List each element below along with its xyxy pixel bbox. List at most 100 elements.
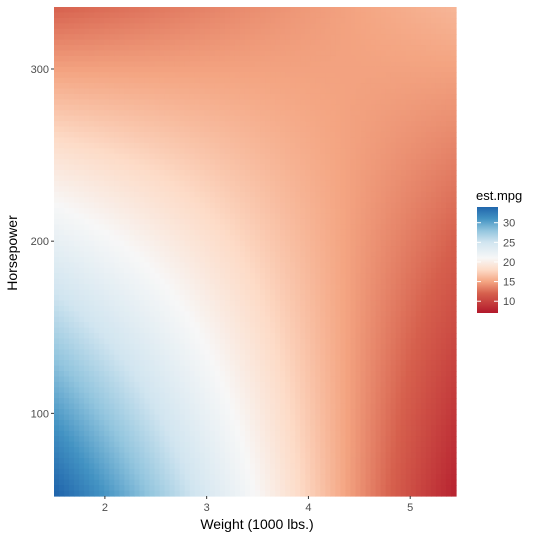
heatmap-cell	[164, 316, 171, 323]
heatmap-cell	[260, 354, 266, 361]
heatmap-cell	[234, 343, 241, 350]
heatmap-cell	[109, 474, 115, 481]
heatmap-cell	[285, 218, 291, 225]
heatmap-cell	[109, 256, 115, 263]
heatmap-cell	[214, 262, 221, 269]
heatmap-cell	[149, 327, 156, 334]
heatmap-cell	[255, 463, 261, 470]
heatmap-cell	[330, 45, 337, 52]
heatmap-cell	[89, 490, 95, 497]
heatmap-cell	[144, 327, 151, 334]
heatmap-cell	[199, 17, 206, 24]
heatmap-cell	[239, 197, 246, 204]
heatmap-cell	[325, 229, 331, 236]
heatmap-cell	[139, 294, 146, 301]
heatmap-cell	[244, 409, 251, 416]
heatmap-cell	[79, 137, 85, 144]
heatmap-cell	[209, 208, 216, 215]
heatmap-cell	[199, 474, 206, 481]
heatmap-cell	[89, 34, 95, 41]
heatmap-cell	[290, 213, 296, 220]
heatmap-cell	[194, 490, 201, 497]
heatmap-cell	[255, 409, 261, 416]
heatmap-cell	[239, 148, 246, 155]
heatmap-cell	[174, 371, 181, 378]
heatmap-cell	[79, 246, 85, 253]
heatmap-cell	[74, 131, 80, 138]
heatmap-cell	[275, 99, 281, 106]
heatmap-cell	[275, 197, 281, 204]
heatmap-cell	[300, 121, 306, 128]
heatmap-cell	[114, 436, 120, 443]
heatmap-cell	[174, 83, 181, 90]
heatmap-cell	[330, 153, 337, 160]
heatmap-cell	[134, 61, 141, 68]
heatmap-cell	[149, 235, 156, 242]
heatmap-cell	[54, 425, 60, 432]
heatmap-cell	[84, 175, 90, 182]
heatmap-cell	[260, 343, 266, 350]
heatmap-cell	[129, 170, 136, 177]
heatmap-cell	[74, 12, 80, 19]
heatmap-cell	[149, 343, 156, 350]
heatmap-cell	[244, 164, 251, 171]
heatmap-cell	[99, 371, 105, 378]
heatmap-cell	[214, 17, 221, 24]
heatmap-cell	[174, 115, 181, 122]
heatmap-cell	[280, 392, 286, 399]
heatmap-cell	[315, 278, 321, 285]
heatmap-cell	[275, 333, 281, 340]
heatmap-cell	[290, 333, 296, 340]
heatmap-cell	[244, 12, 251, 19]
heatmap-cell	[280, 360, 286, 367]
heatmap-cell	[69, 343, 75, 350]
heatmap-cell	[169, 322, 176, 329]
heatmap-cell	[159, 77, 166, 84]
heatmap-cell	[119, 392, 125, 399]
heatmap-cell	[124, 327, 130, 334]
heatmap-cell	[89, 61, 95, 68]
heatmap-cell	[164, 294, 171, 301]
heatmap-cell	[179, 110, 186, 117]
heatmap-cell	[144, 159, 151, 166]
heatmap-cell	[224, 430, 231, 437]
heatmap-cell	[214, 224, 221, 231]
heatmap-cell	[290, 142, 296, 149]
heatmap-cell	[285, 398, 291, 405]
heatmap-cell	[244, 7, 251, 14]
heatmap-cell	[295, 419, 301, 426]
heatmap-cell	[174, 360, 181, 367]
heatmap-cell	[144, 115, 151, 122]
heatmap-cell	[74, 88, 80, 95]
heatmap-cell	[59, 294, 65, 301]
heatmap-cell	[89, 273, 95, 280]
heatmap-cell	[124, 224, 130, 231]
heatmap-cell	[134, 289, 141, 296]
heatmap-cell	[169, 148, 176, 155]
heatmap-cell	[280, 197, 286, 204]
heatmap-cell	[99, 430, 105, 437]
heatmap-cell	[260, 170, 266, 177]
heatmap-cell	[255, 115, 261, 122]
heatmap-cell	[224, 197, 231, 204]
heatmap-cell	[300, 251, 306, 258]
heatmap-cell	[154, 191, 161, 198]
heatmap-cell	[239, 99, 246, 106]
heatmap-cell	[89, 202, 95, 209]
heatmap-cell	[94, 246, 100, 253]
heatmap-cell	[325, 365, 331, 372]
heatmap-cell	[99, 218, 105, 225]
heatmap-cell	[320, 34, 326, 41]
heatmap-cell	[159, 180, 166, 187]
heatmap-cell	[270, 430, 276, 437]
heatmap-cell	[114, 327, 120, 334]
heatmap-cell	[144, 447, 151, 454]
heatmap-cell	[199, 240, 206, 247]
heatmap-cell	[54, 441, 60, 448]
heatmap-cell	[174, 343, 181, 350]
heatmap-cell	[189, 474, 196, 481]
heatmap-cell	[154, 104, 161, 111]
heatmap-cell	[204, 425, 211, 432]
heatmap-cell	[144, 381, 151, 388]
heatmap-cell	[109, 137, 115, 144]
